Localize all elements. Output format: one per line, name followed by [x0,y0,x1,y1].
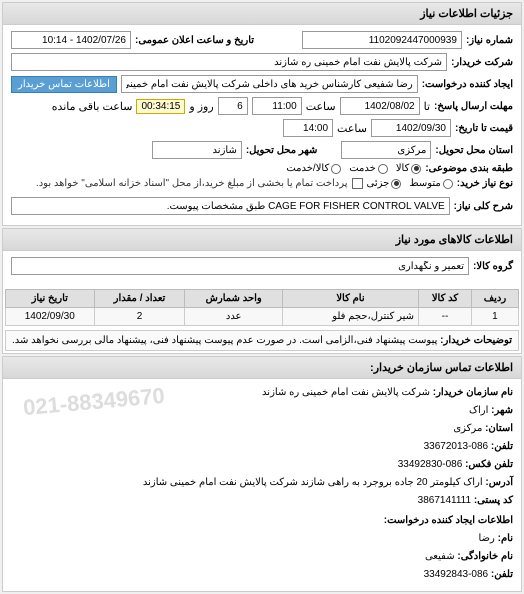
row-group: گروه کالا: [11,257,513,275]
radio-dot-icon [391,179,401,189]
row-req-num: شماره نیاز: تاریخ و ساعت اعلان عمومی: [11,31,513,49]
comments-value: پیوست پیشنهاد فنی،الزامی است. در صورت عد… [12,335,437,346]
panel1-header: جزئیات اطلاعات نیاز [3,3,521,25]
deadline-label: مهلت ارسال پاسخ: [434,101,513,112]
radio-dot-icon [443,179,453,189]
comments-box: توضیحات خریدار: پیوست پیشنهاد فنی،الزامی… [5,330,519,351]
cell-qty: 2 [94,308,185,326]
radio-dot-icon [331,164,341,174]
category-radio-group: کالا خدمت کالا/خدمت [286,163,421,174]
need-note: پرداخت تمام یا بخشی از مبلغ خرید،از محل … [36,178,348,189]
creator-phone: تلفن: 086-33492843 [11,567,513,583]
col-row: ردیف [471,290,518,308]
goods-table: ردیف کد کالا نام کالا واحد شمارش تعداد /… [5,289,519,326]
announce-label: تاریخ و ساعت اعلان عمومی: [135,35,254,46]
panel3-header: اطلاعات تماس سازمان خریدار: [3,357,521,379]
radio-both[interactable]: کالا/خدمت [286,163,341,174]
delivery-province-input[interactable] [341,141,431,159]
col-date: تاریخ نیاز [6,290,95,308]
days-label: روز و [189,100,213,113]
row-creator: ایجاد کننده درخواست: اطلاعات تماس خریدار [11,75,513,93]
comments-label: توضیحات خریدار: [440,335,512,346]
price-time-label: ساعت [337,122,367,135]
table-header-row: ردیف کد کالا نام کالا واحد شمارش تعداد /… [6,290,519,308]
radio-medium[interactable]: متوسط [409,178,452,189]
radio-dot-icon [378,164,388,174]
deadline-time-input[interactable] [252,97,302,115]
cell-num: 1 [471,308,518,326]
price-date-input[interactable] [371,119,451,137]
need-type-radio-group: متوسط جزئی [367,178,453,189]
panel2-header: اطلاعات کالاهای مورد نیاز [3,229,521,251]
contact-body: 021-88349670 نام سازمان خریدار: شرکت پال… [3,379,521,591]
category-label: طبقه بندی موضوعی: [425,163,513,174]
goods-table-wrap: ردیف کد کالا نام کالا واحد شمارش تعداد /… [5,289,519,326]
req-num-input[interactable] [302,31,462,49]
radio-service[interactable]: خدمت [349,163,388,174]
price-time-input[interactable] [283,119,333,137]
panel2-body: گروه کالا: [3,251,521,285]
announce-input[interactable] [11,31,131,49]
group-input[interactable] [11,257,469,275]
buyer-label: شرکت خریدار: [451,57,513,68]
contact-buyer-button[interactable]: اطلاعات تماس خریدار [11,76,117,93]
creator-input[interactable] [121,75,418,93]
row-buyer: شرکت خریدار: [11,53,513,71]
contact-panel: اطلاعات تماس سازمان خریدار: 021-88349670… [2,356,522,592]
remain-time: 00:34:15 [136,99,185,114]
need-type-label: نوع نیاز خرید: [457,178,513,189]
contact-phone: تلفن: 086-33672013 [11,439,513,455]
goods-panel: اطلاعات کالاهای مورد نیاز گروه کالا: ردی… [2,228,522,354]
row-category: طبقه بندی موضوعی: کالا خدمت کالا/خدمت [11,163,513,174]
row-delivery: استان محل تحویل: شهر محل تحویل: [11,141,513,159]
price-from-label: قیمت تا تاریخ: [455,123,513,134]
deadline-time-label: ساعت [306,100,336,113]
contact-province: استان: مرکزی [11,421,513,437]
creator-family: نام خانوادگی: شفیعی [11,549,513,565]
delivery-province-label: استان محل تحویل: [435,145,513,156]
deadline-to: تا [424,100,430,113]
table-row[interactable]: 1 -- شیر کنترل،حجم فلو عدد 2 1402/09/30 [6,308,519,326]
col-unit: واحد شمارش [185,290,282,308]
contact-fax: تلفن فکس: 086-33492830 [11,457,513,473]
contact-org: نام سازمان خریدار: شرکت پالایش نفت امام … [11,385,513,401]
delivery-city-label: شهر محل تحویل: [246,145,318,156]
radio-dot-icon [411,164,421,174]
contact-city: شهر: اراک [11,403,513,419]
req-num-label: شماره نیاز: [466,35,513,46]
desc-input[interactable] [11,197,450,215]
creator-name: نام: رضا [11,531,513,547]
creator-title: اطلاعات ایجاد کننده درخواست: [11,513,513,529]
cell-date: 1402/09/30 [6,308,95,326]
contact-address: آدرس: اراک کیلومتر 20 جاده بروجرد به راه… [11,475,513,491]
contact-postal: کد پستی: 3867141111 [11,493,513,509]
col-code: کد کالا [419,290,472,308]
cell-unit: عدد [185,308,282,326]
desc-label: شرح کلی نیاز: [454,201,513,212]
creator-label: ایجاد کننده درخواست: [422,79,513,90]
row-price-date: قیمت تا تاریخ: ساعت [11,119,513,137]
row-deadline: مهلت ارسال پاسخ: تا ساعت روز و 00:34:15 … [11,97,513,115]
deadline-date-input[interactable] [340,97,420,115]
buyer-input[interactable] [11,53,447,71]
details-panel: جزئیات اطلاعات نیاز شماره نیاز: تاریخ و … [2,2,522,226]
remain-label: ساعت باقی مانده [52,100,133,113]
days-input[interactable] [218,97,248,115]
cell-name: شیر کنترل،حجم فلو [282,308,418,326]
panel1-body: شماره نیاز: تاریخ و ساعت اعلان عمومی: شر… [3,25,521,225]
radio-partial[interactable]: جزئی [367,178,402,189]
col-qty: تعداد / مقدار [94,290,185,308]
group-label: گروه کالا: [473,261,513,272]
delivery-city-input[interactable] [152,141,242,159]
treasury-checkbox[interactable] [352,178,363,189]
row-desc: شرح کلی نیاز: [11,197,513,215]
cell-code: -- [419,308,472,326]
radio-goods[interactable]: کالا [396,163,422,174]
row-need-type: نوع نیاز خرید: متوسط جزئی پرداخت تمام یا… [11,178,513,189]
col-name: نام کالا [282,290,418,308]
